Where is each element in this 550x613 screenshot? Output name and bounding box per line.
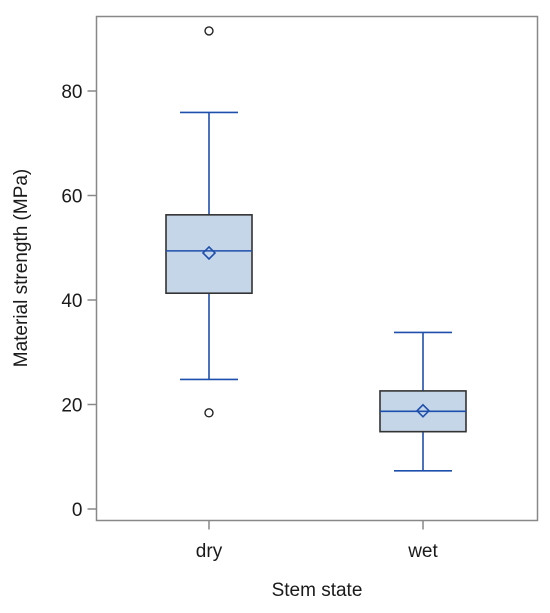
y-tick-label: 40: [61, 291, 82, 312]
y-tick-label: 20: [61, 396, 82, 417]
box-group-dry: [165, 26, 253, 418]
boxes-layer: [165, 26, 467, 472]
y-tick-label: 80: [61, 82, 82, 103]
plot-frame: [95, 15, 539, 522]
y-tick-label: 60: [61, 187, 82, 208]
x-axis-title: Stem state: [272, 580, 363, 601]
mean-marker: [201, 245, 217, 261]
x-axis: dry wet: [196, 520, 438, 562]
box-group-wet: [379, 331, 467, 472]
iqr-box: [165, 214, 253, 295]
y-tick-label: 0: [72, 500, 83, 521]
mean-marker: [415, 403, 431, 418]
y-axis: 0 20 40 60 80: [61, 82, 97, 521]
x-tick-label: wet: [407, 541, 438, 562]
x-tick-label: dry: [196, 541, 223, 562]
outlier-point: [204, 26, 214, 36]
y-axis-title: Material strength (MPa): [11, 169, 32, 368]
outlier-point: [204, 408, 214, 418]
